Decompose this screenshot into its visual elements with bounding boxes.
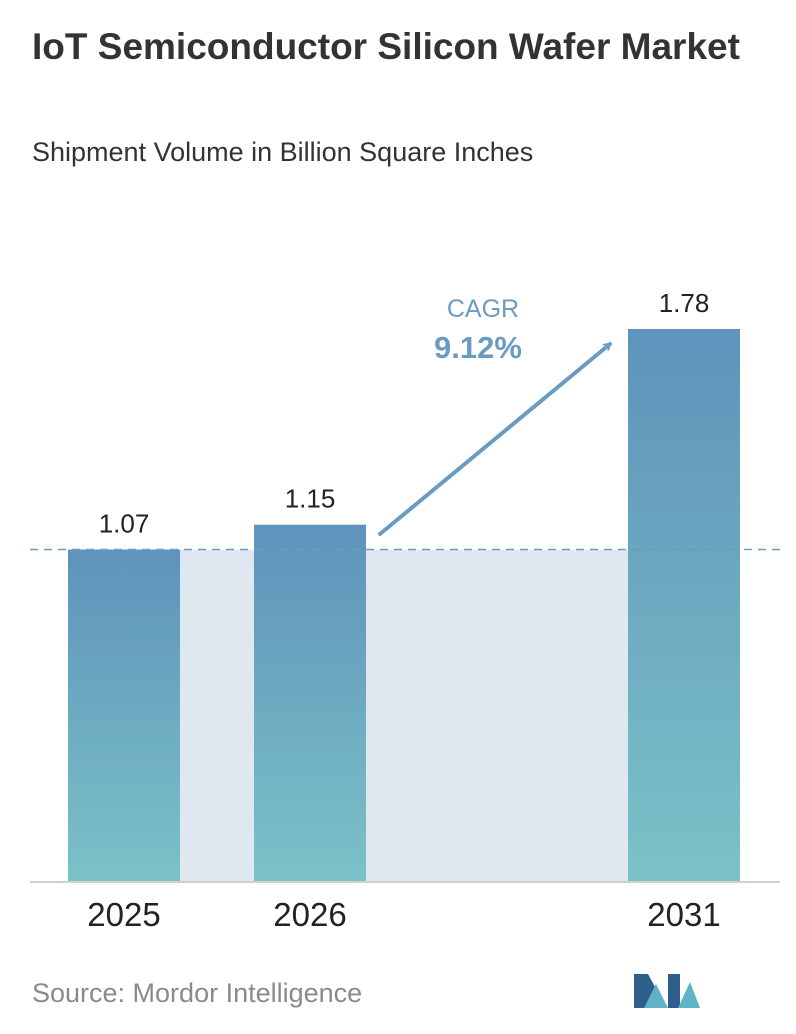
cagr-label: CAGR: [447, 295, 519, 323]
bar-2026: [254, 524, 366, 882]
bar-2025: [68, 549, 180, 882]
tick-label-2031: 2031: [647, 896, 720, 933]
bar-2031: [628, 328, 740, 883]
value-label-2031: 1.78: [659, 288, 710, 318]
tick-label-2025: 2025: [87, 896, 160, 933]
bar-chart: 1.07 2025 1.15 2026 1.78 2031 CAGR 9.12%: [30, 288, 780, 933]
tick-label-2026: 2026: [273, 896, 346, 933]
chart-title: IoT Semiconductor Silicon Wafer Market: [32, 26, 740, 67]
source-note: Source: Mordor Intelligence: [32, 978, 363, 1008]
value-label-2026: 1.15: [285, 484, 336, 514]
cagr-arrow: [378, 342, 612, 536]
mordor-intelligence-logo-icon: [634, 974, 700, 1008]
value-label-2025: 1.07: [99, 509, 150, 539]
chart-subtitle: Shipment Volume in Billion Square Inches: [32, 137, 534, 167]
cagr-value: 9.12%: [434, 330, 522, 365]
